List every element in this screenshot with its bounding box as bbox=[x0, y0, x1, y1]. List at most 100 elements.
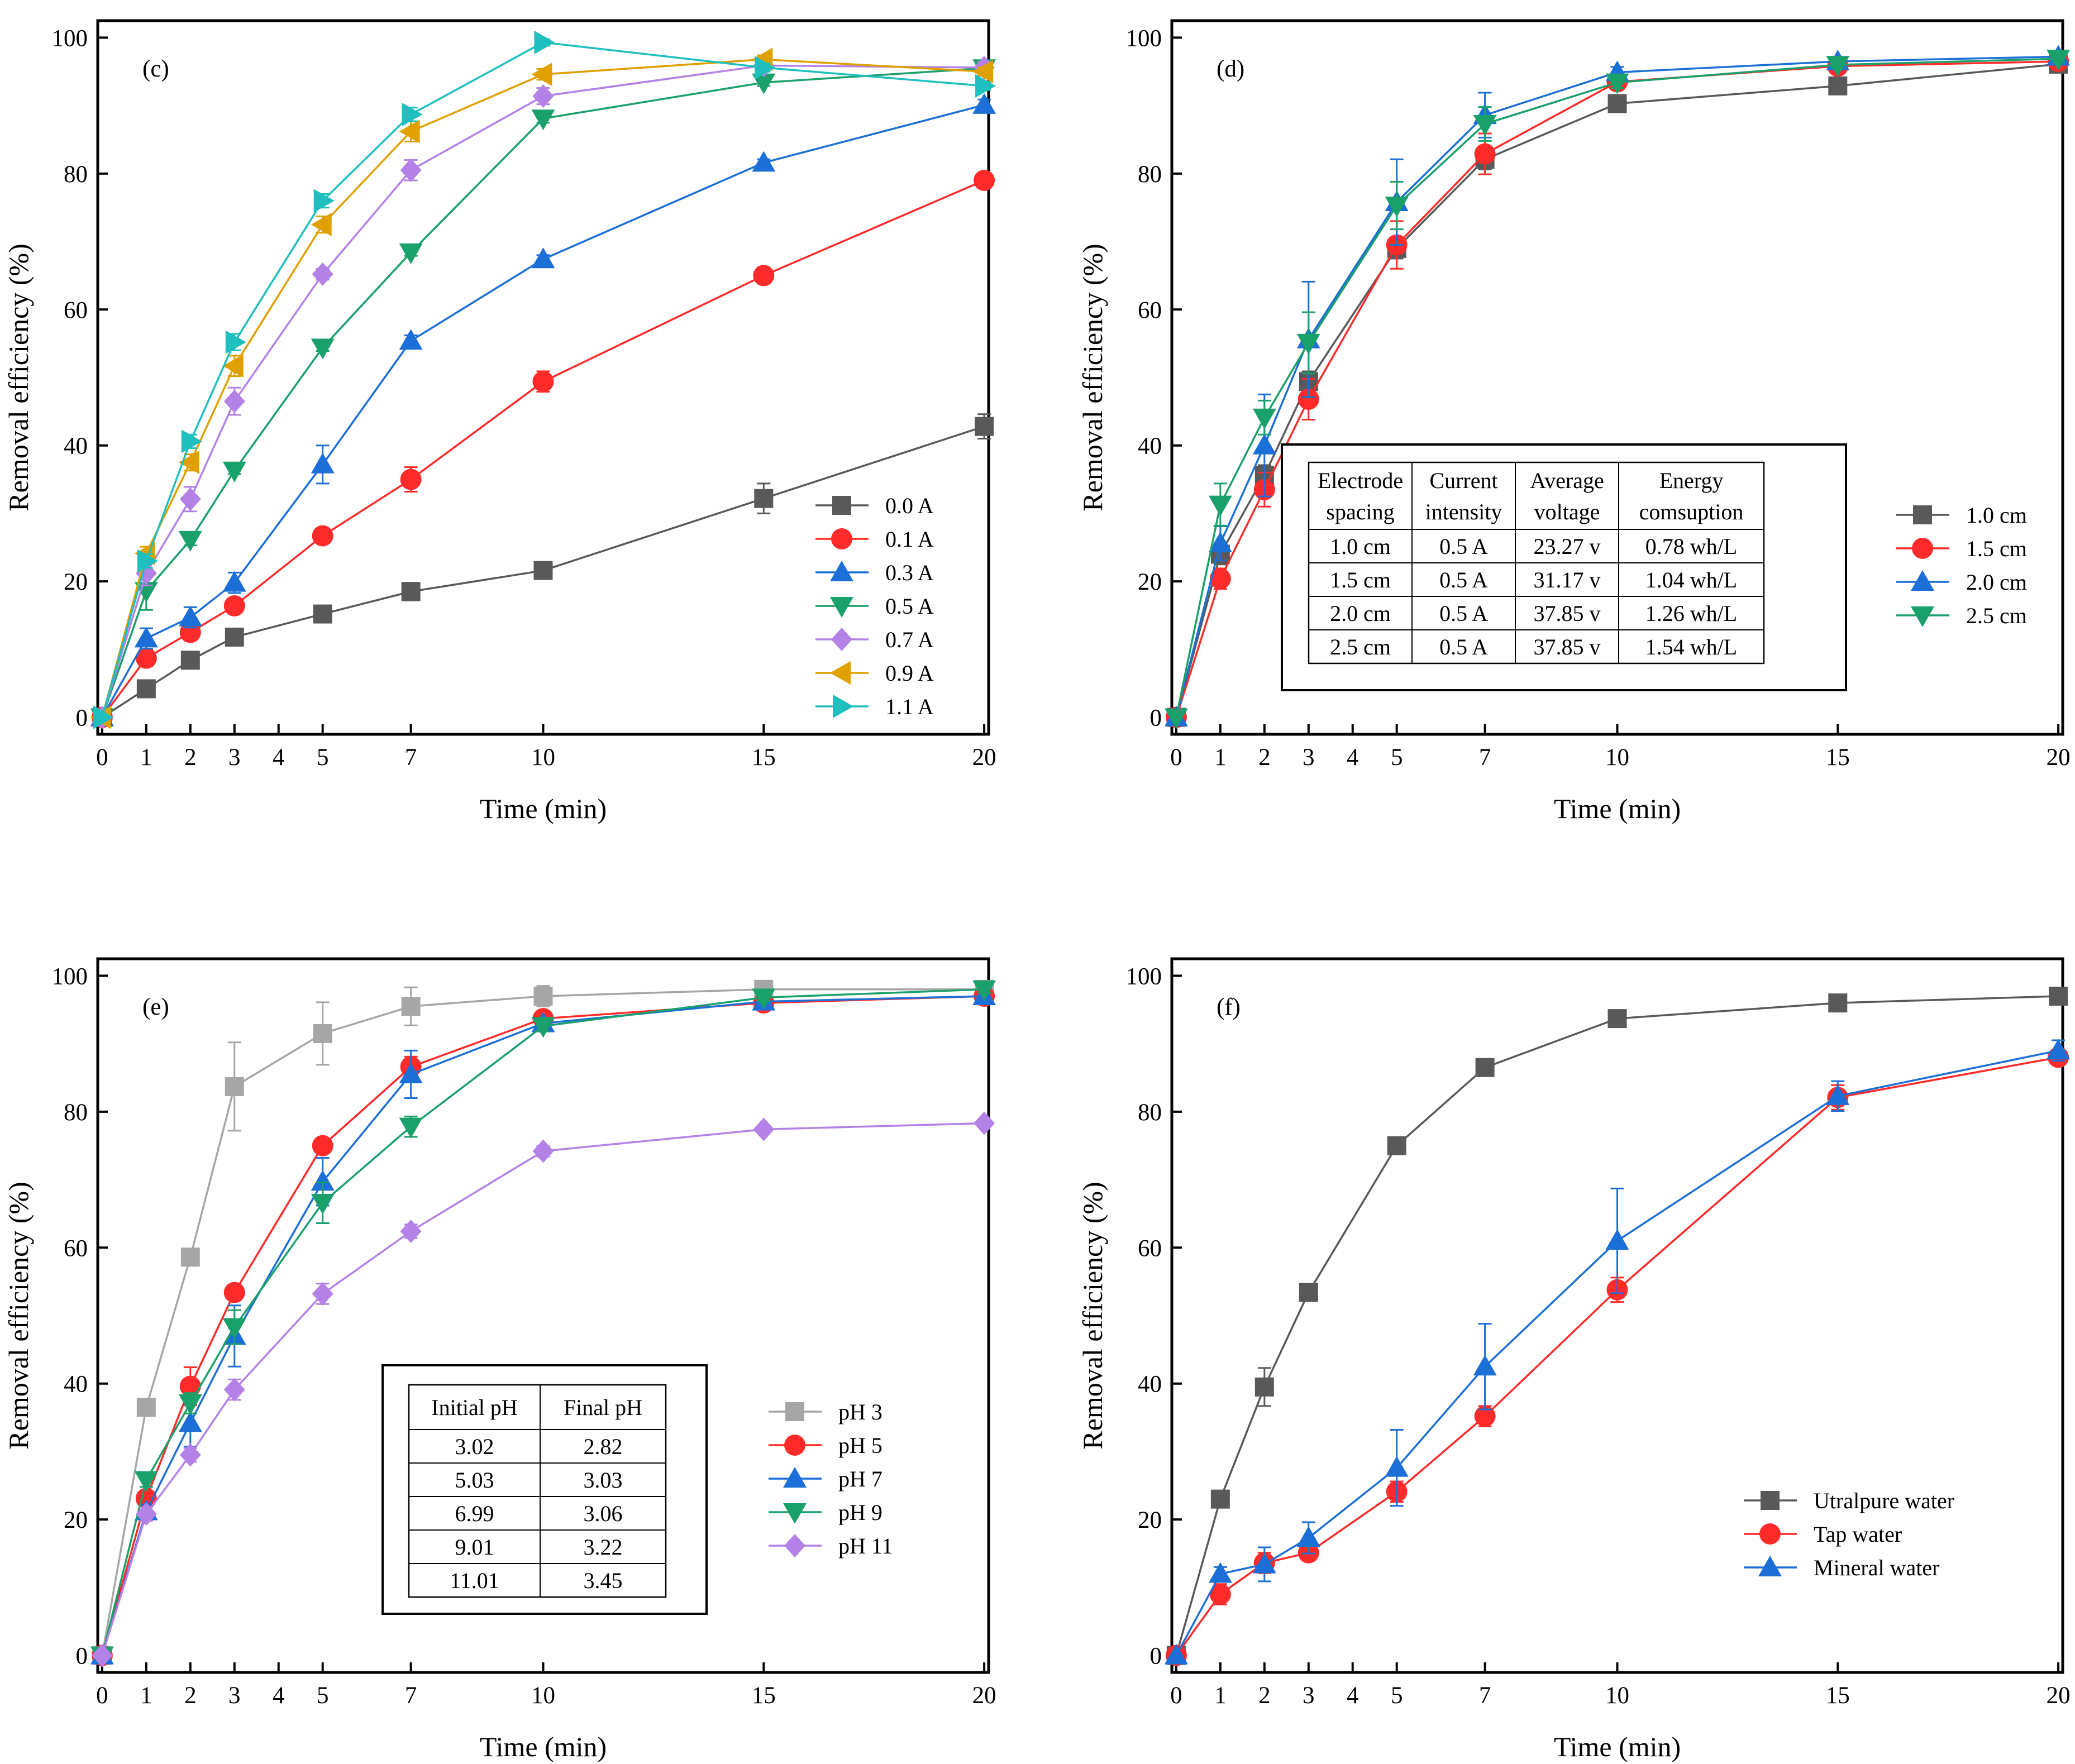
legend-label: 0.0 A bbox=[885, 493, 934, 518]
legend-label: 2.0 cm bbox=[1966, 570, 2027, 595]
table-frame bbox=[381, 1364, 708, 1615]
data-point bbox=[533, 561, 553, 580]
y-tick-label: 40 bbox=[64, 1371, 88, 1398]
data-point bbox=[222, 461, 246, 482]
table-cell: 3.06 bbox=[584, 1501, 623, 1526]
data-point bbox=[312, 262, 333, 286]
y-tick-label: 20 bbox=[64, 1507, 88, 1533]
data-point bbox=[531, 1017, 555, 1038]
data-point bbox=[312, 1135, 333, 1156]
table-cell: 0.78 wh/L bbox=[1645, 534, 1737, 559]
panel-label: (d) bbox=[1217, 56, 1244, 82]
data-point bbox=[1387, 1136, 1406, 1155]
data-point bbox=[1385, 1456, 1409, 1477]
legend: 1.0 cm 1.5 cm 2.0 cm 2.5 cm bbox=[1896, 503, 2027, 628]
data-point bbox=[532, 84, 554, 108]
data-point bbox=[1607, 1009, 1627, 1029]
data-point bbox=[1473, 1355, 1497, 1376]
table-cell: 5.03 bbox=[455, 1467, 494, 1493]
legend-marker bbox=[830, 597, 853, 618]
table-cell: 1.26 wh/L bbox=[1645, 601, 1737, 626]
table-header: comsuption bbox=[1639, 499, 1744, 524]
data-point bbox=[180, 651, 200, 670]
legend-marker bbox=[1758, 1556, 1782, 1576]
panel-label: (e) bbox=[142, 994, 169, 1020]
data-point bbox=[400, 469, 422, 490]
series-2-5-cm bbox=[1164, 50, 2071, 729]
data-point bbox=[222, 571, 246, 592]
y-tick-label: 80 bbox=[64, 1099, 88, 1126]
y-axis-title: Removal efficiency (%) bbox=[3, 1182, 34, 1449]
data-point bbox=[311, 1193, 335, 1215]
x-tick-label: 0 bbox=[96, 744, 108, 771]
table-cell: 0.5 A bbox=[1439, 567, 1488, 592]
x-tick-label: 10 bbox=[1605, 1682, 1629, 1709]
data-point bbox=[531, 109, 555, 131]
legend: pH 3 pH 5 pH 7 pH 9 pH 11 bbox=[769, 1399, 893, 1559]
data-point bbox=[752, 73, 776, 94]
x-tick-label: 7 bbox=[1479, 1682, 1491, 1709]
legend-marker bbox=[784, 1534, 805, 1557]
data-point bbox=[222, 1318, 246, 1339]
x-tick-label: 10 bbox=[531, 744, 555, 771]
x-axis-title: Time (min) bbox=[480, 1731, 607, 1762]
data-point bbox=[225, 1077, 244, 1096]
table-cell: 31.17 v bbox=[1534, 567, 1601, 592]
data-point bbox=[1164, 708, 1188, 729]
data-point bbox=[1475, 1058, 1495, 1077]
legend-label: 2.5 cm bbox=[1966, 603, 2027, 628]
data-point bbox=[1299, 1283, 1318, 1302]
x-tick-label: 10 bbox=[1605, 744, 1629, 771]
data-point bbox=[1208, 531, 1232, 552]
panel-d: 0 1 2 3 4 5 7 10 15 20 0 20 40 60 80 100 Time (min) Remov… bbox=[1077, 19, 2071, 824]
table-cell: 3.22 bbox=[584, 1534, 623, 1560]
y-tick-label: 60 bbox=[64, 297, 88, 323]
series-1-1-a bbox=[93, 30, 996, 729]
legend-marker bbox=[833, 695, 853, 718]
data-point bbox=[402, 102, 423, 126]
x-tick-label: 15 bbox=[752, 744, 776, 771]
data-point bbox=[532, 1139, 554, 1163]
legend-label: Tap water bbox=[1814, 1522, 1902, 1547]
data-point bbox=[1474, 143, 1496, 165]
y-tick-label: 0 bbox=[1150, 1643, 1162, 1670]
panel-e: 0 1 2 3 4 5 7 10 15 20 0 20 40 60 80 100 Time (min) Remov… bbox=[3, 957, 996, 1762]
y-axis-title: Removal efficiency (%) bbox=[3, 243, 34, 511]
series-0-3-a bbox=[90, 93, 996, 726]
data-point bbox=[222, 354, 244, 378]
table-cell: 3.45 bbox=[584, 1568, 623, 1593]
data-point bbox=[1209, 568, 1231, 590]
data-point bbox=[1296, 1526, 1320, 1547]
table-cell: 1.54 wh/L bbox=[1645, 634, 1737, 659]
panel-label: (c) bbox=[142, 56, 169, 82]
data-point bbox=[179, 1443, 201, 1467]
data-point bbox=[136, 1398, 156, 1417]
data-point bbox=[755, 55, 776, 79]
data-point bbox=[1826, 1084, 1850, 1105]
legend-marker bbox=[785, 1402, 804, 1421]
legend-label: 0.3 A bbox=[885, 560, 934, 585]
data-point bbox=[533, 986, 553, 1006]
x-tick-label: 7 bbox=[405, 1682, 417, 1709]
legend-label: Mineral water bbox=[1814, 1555, 1939, 1580]
y-tick-label: 40 bbox=[64, 433, 88, 460]
table-cell: 37.85 v bbox=[1534, 634, 1601, 659]
data-point bbox=[1208, 1562, 1232, 1583]
table-cell: 2.0 cm bbox=[1330, 601, 1391, 626]
x-tick-label: 2 bbox=[184, 744, 197, 771]
data-point bbox=[1385, 197, 1409, 218]
data-point bbox=[1296, 333, 1320, 355]
legend-label: 0.7 A bbox=[885, 627, 934, 652]
legend: 0.0 A 0.1 A 0.3 A 0.5 A 0.7 A 0.9 A 1.1 A bbox=[815, 493, 934, 719]
data-point bbox=[135, 647, 157, 669]
table-cell: 23.27 v bbox=[1534, 534, 1601, 559]
series-ph-11 bbox=[91, 1111, 995, 1667]
legend-label: pH 9 bbox=[838, 1500, 883, 1525]
data-point bbox=[179, 1375, 201, 1397]
data-point bbox=[399, 243, 423, 265]
x-axis-title: Time (min) bbox=[480, 793, 607, 824]
table-header: Initial pH bbox=[431, 1395, 517, 1420]
y-tick-label: 100 bbox=[52, 963, 88, 989]
y-tick-label: 20 bbox=[64, 569, 88, 595]
series-mineral-water bbox=[1164, 1039, 2071, 1665]
